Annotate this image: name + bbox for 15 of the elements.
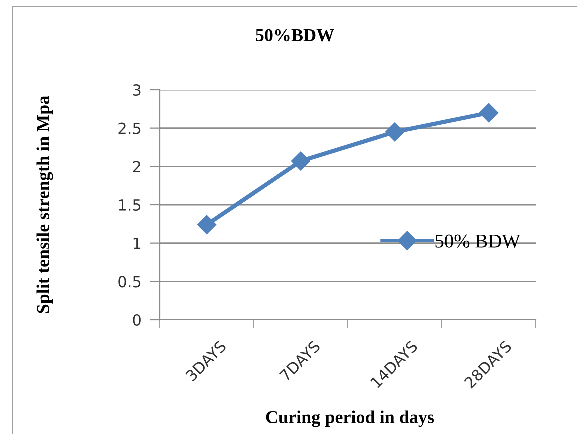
y-tick-label: 3 [133, 84, 141, 96]
legend-label: 50% BDW [436, 234, 520, 248]
y-axis-title: Split tensile strength in Mpa [36, 96, 54, 314]
chart-title: 50%BDW [256, 29, 334, 42]
point [291, 152, 311, 171]
y-tick-label: 1.5 [119, 200, 141, 212]
point [479, 103, 499, 123]
point [385, 122, 405, 142]
x-axis-title: Curing period in days [266, 410, 434, 428]
point [197, 215, 217, 234]
y-tick-label: 2 [133, 161, 140, 172]
y-tick-label: 0 [133, 314, 141, 326]
y-tick-label: 1 [134, 238, 141, 250]
y-tick-label: 0.5 [118, 276, 141, 288]
y-tick-label: 2.5 [118, 122, 141, 134]
